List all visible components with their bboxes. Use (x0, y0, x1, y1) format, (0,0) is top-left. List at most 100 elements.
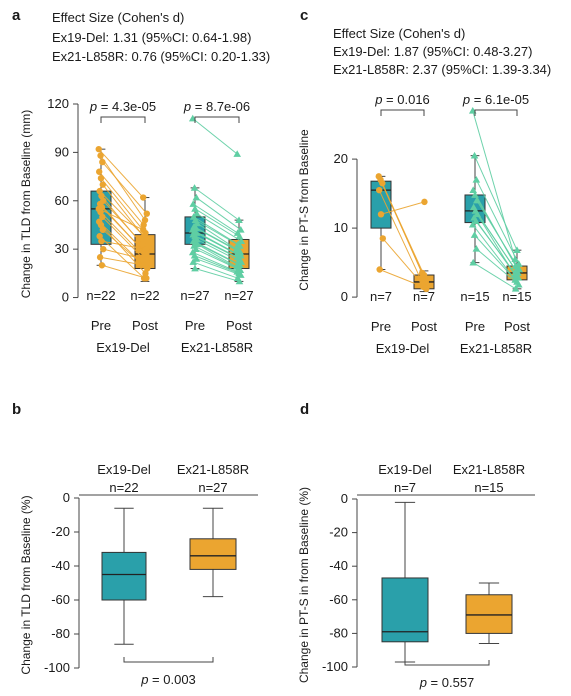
panel-c-ex19-points (375, 173, 430, 293)
pa-g0-post-point (144, 237, 151, 245)
panel-c-ex21-post-label: Post (504, 319, 530, 334)
pa-g0-pair-line (100, 224, 146, 274)
pa-g1-pair-line (195, 219, 241, 247)
panel-c-letter: c (300, 7, 308, 24)
panel-c-effect-title: Effect Size (Cohen's d) (333, 26, 465, 41)
pb-tick-label: -20 (51, 524, 70, 539)
pd-tick-label: -80 (329, 625, 348, 640)
panel-a-ex19-group-name: Ex19-Del (96, 340, 150, 355)
panel-c-tick-label: 0 (341, 289, 348, 304)
pa-g1-pre-point (193, 209, 201, 217)
panel-c-ex19-pair-lines (378, 176, 427, 290)
pc-g1-pre-point (469, 258, 477, 266)
pa-g1-pre-point (192, 193, 201, 201)
panel-a-ex21-sig-bracket (194, 116, 240, 123)
panel-d-pvalue: p = 0.557 (419, 675, 475, 690)
pa-g0-post-point (140, 221, 147, 229)
panel-c-effect-line-1: Ex19-Del: 1.87 (95%CI: 0.48-3.27) (333, 44, 532, 59)
panel-c-group-ex19: p = 0.016 n=7 n=7 Pre Post Ex19-Del (370, 92, 437, 356)
panel-c: c Effect Size (Cohen's d) Ex19-Del: 1.87… (297, 7, 551, 356)
panel-a-effect-line-1: Ex19-Del: 1.31 (95%CI: 0.64-1.98) (52, 30, 251, 45)
pa-g1-post-point (237, 237, 246, 244)
pb-tick-label: -60 (51, 592, 70, 607)
panel-a-tick-label: 120 (47, 96, 69, 111)
pc-g0-pair-line (382, 238, 427, 290)
panel-c-ex19-sig-bracket (380, 109, 425, 116)
pc-g0-pre-point (377, 211, 385, 218)
panel-a-ex21-points (188, 114, 246, 285)
pc-g0-post-point (420, 271, 428, 279)
pc-g0-pre-point (376, 266, 383, 273)
panel-c-ex21-pair-lines (472, 110, 520, 290)
pa-g0-post-point (143, 274, 150, 282)
panel-a: a Effect Size (Cohen's d) Ex19-Del: 1.31… (12, 7, 270, 355)
pa-g0-pre-point (98, 262, 106, 269)
pa-g1-pair-line (192, 234, 238, 258)
panel-c-tick-label: 20 (334, 151, 348, 166)
pa-g0-pre-point (96, 254, 104, 261)
pc-g1-pre-point (471, 191, 479, 198)
pa-g1-pair-line (192, 251, 238, 273)
panel-b: b Change in TLD from Baseline (%) 0 -20 -4… (12, 401, 258, 687)
pc-g1-pre-point (470, 231, 479, 238)
pd-tick-label: -60 (329, 592, 348, 607)
pa-g1-pair-line (196, 213, 242, 242)
pb-tick-label: -80 (51, 626, 70, 641)
panel-a-ex21-group-name: Ex21-L858R (181, 340, 253, 355)
panel-a-ex19-pvalue: p = 4.3e-05 (89, 99, 156, 114)
pa-g0-post-point (141, 216, 149, 224)
panel-b-ex19-header: Ex19-Del (97, 462, 151, 477)
pc-g1-pair-line (475, 220, 519, 279)
panel-d-ylabel: Change in PT-S in from Baseline (%) (297, 487, 311, 683)
pa-g1-pair-line (192, 118, 238, 155)
panel-a-ex19-points (95, 145, 151, 282)
panel-a-ex21-post-n: n=27 (224, 288, 253, 303)
pc-g1-pre-point (472, 217, 480, 225)
panel-a-ex19-pre-label: Pre (91, 318, 111, 333)
panel-c-ex19-post-n: n=7 (413, 289, 435, 304)
pa-g1-post-point (235, 232, 244, 240)
panel-a-effect-title: Effect Size (Cohen's d) (52, 10, 184, 25)
panel-b-boxes (101, 507, 237, 645)
pa-g0-pair-line (100, 155, 146, 221)
pb-tick-label: 0 (63, 490, 70, 505)
pa-g1-pair-line (196, 222, 238, 250)
pa-g1-pre-point (192, 255, 201, 262)
panel-b-letter: b (12, 401, 21, 418)
panel-a-ex21-pvalue: p = 8.7e-06 (183, 99, 250, 114)
pa-g0-pre-point (98, 237, 105, 245)
pb-tick-label: -40 (51, 558, 70, 573)
pa-g1-pair-line (194, 208, 240, 237)
pc-g1-pre-point (472, 245, 481, 252)
pa-g0-pair-line (101, 264, 147, 279)
panel-a-group-ex21: p = 8.7e-06 n=27 n=27 Pre Post Ex21-L858… (180, 99, 253, 355)
pc-g1-pre-point (470, 151, 479, 159)
panel-c-effect-line-2: Ex21-L858R: 2.37 (95%CI: 1.39-3.34) (333, 62, 551, 77)
panel-d-ex19-header: Ex19-Del (378, 462, 432, 477)
panel-d-ex21-header: Ex21-L858R (453, 462, 525, 477)
pa-g1-pre-point (189, 258, 197, 265)
pa-g0-pre-point (97, 152, 104, 159)
pd-tick-label: -100 (322, 659, 348, 674)
panel-a-effect-line-2: Ex21-L858R: 0.76 (95%CI: 0.20-1.33) (52, 49, 270, 64)
pb-group-0-box (101, 551, 147, 601)
panel-c-ex21-pre-n: n=15 (460, 289, 489, 304)
panel-c-ex19-pre-n: n=7 (370, 289, 392, 304)
panel-d: d Change in PT-S in from Baseline (%) 0 -… (297, 401, 535, 690)
pa-g0-pre-point (96, 168, 103, 175)
panel-c-ex21-pre-label: Pre (465, 319, 485, 334)
pc-g1-post-point (515, 280, 523, 288)
pc-g1-pair-line (476, 248, 520, 286)
pa-g0-post-point (142, 245, 150, 253)
pc-g0-pre-point (379, 180, 386, 187)
pa-g0-pre-point (95, 145, 102, 153)
pa-g1-post-point (237, 226, 245, 233)
panel-a-tick-label: 0 (62, 290, 69, 305)
panel-c-ex21-points (468, 107, 524, 292)
panel-a-ex21-post-label: Post (226, 318, 252, 333)
panel-a-ex21-pre-label: Pre (185, 318, 205, 333)
pa-g1-pair-line (193, 226, 239, 252)
panel-a-ex19-pre-n: n=22 (86, 288, 115, 303)
panel-a-tick-label: 90 (55, 144, 69, 159)
panel-b-y-axis: 0 -20 -40 -60 -80 -100 (44, 490, 80, 675)
